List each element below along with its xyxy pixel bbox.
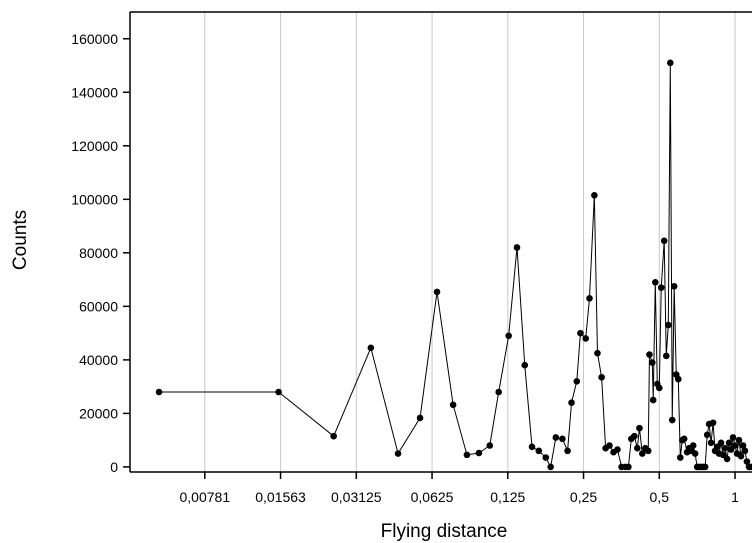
marker — [648, 359, 656, 366]
marker — [625, 463, 632, 471]
marker — [691, 450, 699, 457]
marker — [717, 439, 725, 447]
marker — [747, 463, 752, 471]
marker — [606, 442, 613, 449]
marker — [486, 442, 494, 449]
marker — [709, 419, 717, 427]
marker — [535, 447, 543, 455]
marker — [646, 351, 653, 358]
grid — [204, 12, 736, 472]
marker — [449, 401, 457, 409]
marker — [433, 288, 441, 296]
x-tick-label: 0,01563 — [255, 489, 306, 505]
marker — [547, 463, 554, 471]
marker — [741, 447, 749, 455]
marker — [521, 361, 529, 369]
marker — [573, 377, 581, 385]
marker — [598, 373, 605, 381]
marker — [731, 442, 739, 449]
marker — [743, 458, 751, 465]
marker — [577, 329, 584, 337]
x-tick-label: 0,125 — [490, 489, 525, 505]
marker — [676, 454, 684, 461]
marker — [719, 451, 727, 459]
x-tick-label: 0,5 — [650, 489, 670, 505]
marker — [475, 449, 483, 457]
marker — [275, 388, 282, 396]
x-tick-label: 0,00781 — [180, 489, 231, 505]
marker — [670, 282, 678, 290]
y-tick-label: 120000 — [71, 138, 118, 154]
marker — [649, 396, 657, 404]
y-tick-label: 60000 — [79, 298, 118, 314]
marker — [729, 434, 737, 441]
y-tick-label: 100000 — [71, 191, 118, 207]
marker — [680, 435, 688, 443]
marker — [737, 452, 745, 460]
marker — [528, 443, 536, 451]
marker — [725, 439, 733, 447]
x-axis-label: Flying distance — [381, 521, 508, 542]
x-tick-label: 1 — [731, 489, 739, 505]
x-tick-label: 0,03125 — [331, 489, 382, 505]
marker — [735, 436, 743, 444]
x-tick-label: 0,0625 — [411, 489, 454, 505]
marker — [660, 237, 668, 245]
marker — [657, 284, 665, 291]
marker — [703, 431, 711, 439]
marker — [463, 451, 471, 459]
marker — [568, 399, 575, 406]
marker — [701, 463, 709, 471]
marker — [582, 335, 590, 342]
marker — [614, 446, 621, 453]
marker — [655, 384, 663, 392]
marker — [631, 432, 638, 440]
marker — [636, 424, 643, 432]
marker — [664, 321, 672, 329]
marker — [727, 446, 735, 453]
y-tick-label: 20000 — [79, 405, 118, 421]
marker — [638, 450, 646, 457]
marker — [542, 454, 550, 461]
y-axis-label: Counts — [10, 210, 31, 270]
marker — [594, 349, 601, 357]
y-tick-label: 40000 — [79, 352, 118, 368]
marker — [644, 447, 652, 455]
marker — [416, 414, 424, 422]
marker — [559, 435, 566, 443]
marker — [367, 344, 375, 352]
marker — [564, 447, 571, 455]
y-tick-label: 80000 — [79, 245, 118, 261]
marker — [662, 352, 670, 360]
marker — [739, 442, 747, 449]
marker — [723, 455, 731, 463]
marker — [651, 278, 659, 286]
marker — [495, 388, 502, 396]
marker — [707, 439, 715, 447]
marker — [155, 388, 163, 396]
marker — [668, 416, 676, 424]
marker — [394, 450, 402, 457]
marker — [591, 192, 598, 199]
marker — [330, 432, 337, 440]
plot-area — [155, 59, 752, 471]
y-tick-label: 140000 — [71, 84, 118, 100]
marker — [674, 375, 682, 383]
x-tick-label: 0,25 — [570, 489, 597, 505]
marker — [552, 434, 560, 441]
marker — [721, 444, 729, 452]
marker — [634, 444, 641, 452]
marker — [666, 59, 674, 67]
marker — [505, 332, 512, 340]
marker — [689, 442, 697, 449]
marker — [586, 295, 593, 302]
marker — [513, 244, 521, 251]
y-tick-label: 160000 — [71, 31, 118, 47]
y-tick-label: 0 — [110, 459, 118, 475]
